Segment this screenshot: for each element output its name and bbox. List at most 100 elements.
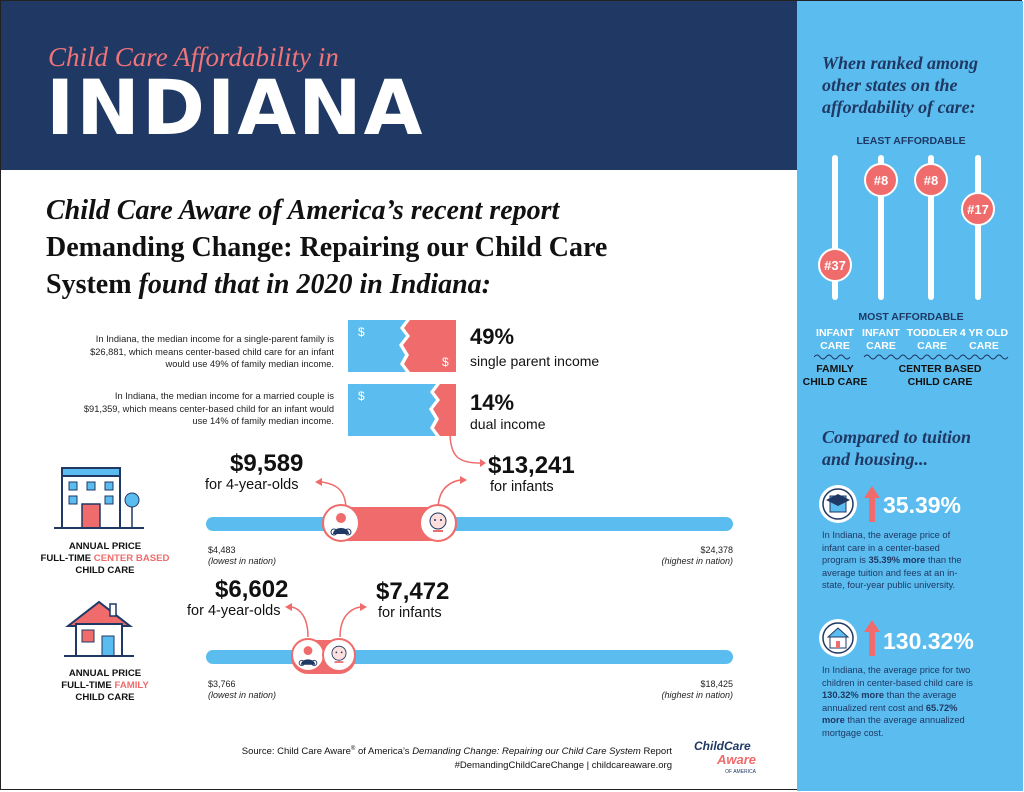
sidebar	[797, 1, 1023, 791]
rank-heading: When ranked among other states on the af…	[822, 53, 979, 117]
center-low-label: (lowest in nation)	[208, 556, 277, 566]
rank-label-line2: CARE	[917, 340, 947, 352]
report-line-3a: System	[46, 269, 132, 300]
center-range-track	[206, 517, 733, 531]
center-high: $24,378 (highest in nation)	[640, 545, 733, 567]
rank-stick	[975, 155, 981, 300]
family-low-label: (lowest in nation)	[208, 690, 277, 700]
housing-text-e: than the average annualized mortgage cos…	[822, 715, 965, 738]
tuition-text-a: In Indiana, the average price of infant …	[822, 530, 951, 565]
income-share-bars: $ $ $	[348, 320, 456, 436]
house-icon	[64, 600, 134, 657]
group-family-label: FAMILY CHILD CARE	[802, 363, 868, 389]
header-title: INDIANA	[46, 63, 425, 152]
family-range-track	[206, 650, 733, 664]
header-banner	[1, 1, 798, 170]
rank-label-center-toddler: TODDLER CARE	[904, 327, 960, 353]
center-label-infant: for infants	[490, 479, 554, 495]
tuition-text-c: than the average tuition and fees at an …	[822, 555, 962, 590]
rank-badge-family-infant: #37	[818, 248, 852, 282]
source-line2: #DemandingChildCareChange | childcareawa…	[454, 760, 672, 772]
house-small-icon	[819, 619, 857, 657]
logo-small: OF AMERICA	[725, 769, 756, 775]
rank-label-line2: CARE	[969, 340, 999, 352]
rank-label-line2: CARE	[820, 340, 850, 352]
center-price-4yr: $9,589	[230, 450, 304, 477]
center-high-value: $24,378	[700, 545, 733, 555]
source-line1d: Report	[640, 746, 672, 758]
childcare-aware-logo: ChildCare Aware OF AMERICA	[694, 740, 760, 779]
family-caption-line2b: FAMILY	[114, 680, 149, 691]
group-center-label: CENTER BASED CHILD CARE	[880, 363, 1000, 389]
center-label-4yr: for 4-year-olds	[205, 477, 299, 493]
center-caption-line1: ANNUAL PRICE	[68, 541, 142, 552]
wavy-divider	[814, 354, 1009, 360]
child-4yr-icon	[322, 504, 361, 542]
group-family-line1: FAMILY	[816, 363, 854, 375]
rank-label-center-infant: INFANT CARE	[858, 327, 904, 353]
tuition-text: In Indiana, the average price of infant …	[822, 529, 972, 592]
compare-heading: Compared to tuition and housing...	[822, 427, 972, 469]
rank-stick	[928, 155, 934, 300]
single-income-note: In Indiana, the median income for a sing…	[90, 334, 334, 369]
single-income-label: single parent income	[470, 353, 600, 369]
single-income-bar	[348, 320, 456, 372]
graduation-icon	[819, 485, 857, 523]
infant-icon	[322, 638, 357, 672]
family-label-infant: for infants	[378, 605, 442, 621]
group-center-line2: CHILD CARE	[907, 376, 973, 388]
rank-stick	[878, 155, 884, 300]
housing-text-d: 65.72% more	[822, 702, 958, 726]
rank-label-line2: CARE	[866, 340, 896, 352]
center-caption-line2b: CENTER BASED	[93, 553, 170, 564]
family-caption-line1: ANNUAL PRICE	[68, 668, 142, 679]
dollar-icon: $	[358, 325, 365, 339]
housing-text: In Indiana, the average price for two ch…	[822, 664, 982, 739]
most-affordable-label: MOST AFFORDABLE	[858, 311, 964, 323]
center-high-label: (highest in nation)	[661, 556, 733, 566]
source-line1a: Source: Child Care Aware	[241, 746, 351, 758]
report-statement: Child Care Aware of America’s recent rep…	[46, 192, 646, 303]
center-caption: ANNUAL PRICE FULL-TIME CENTER BASED CHIL…	[30, 541, 180, 577]
rank-stick	[832, 155, 838, 300]
family-high-value: $18,425	[700, 679, 733, 689]
housing-pct: 130.32%	[883, 628, 974, 654]
report-line-1: Child Care Aware of America’s recent rep…	[46, 195, 560, 226]
family-caption-line2a: FULL-TIME	[61, 680, 115, 691]
family-high-label: (highest in nation)	[661, 690, 733, 700]
single-income-pct: 49%	[470, 324, 515, 349]
logo-bottom: Aware	[716, 752, 756, 767]
source-line1c: Demanding Change: Repairing our Child Ca…	[412, 746, 641, 758]
rank-badge-center-infant: #8	[864, 163, 898, 197]
family-caption: ANNUAL PRICE FULL-TIME FAMILY CHILD CARE	[30, 668, 180, 704]
least-affordable-label: LEAST AFFORDABLE	[856, 135, 966, 147]
center-low-value: $4,483	[208, 545, 236, 555]
source-line1b: of America’s	[355, 746, 413, 758]
dual-income-bar	[348, 384, 456, 436]
report-line-3b: found that in 2020 in Indiana:	[138, 269, 491, 300]
family-low: $3,766 (lowest in nation)	[208, 679, 276, 701]
child-4yr-icon	[290, 638, 325, 672]
rank-label-line1: INFANT	[862, 327, 900, 339]
family-label-4yr: for 4-year-olds	[187, 603, 281, 619]
group-family-line2: CHILD CARE	[802, 376, 868, 388]
center-low: $4,483 (lowest in nation)	[208, 545, 276, 567]
building-icon	[54, 467, 144, 529]
center-price-infant: $13,241	[488, 452, 575, 479]
dual-income-note: In Indiana, the median income for a marr…	[83, 391, 334, 426]
rank-label-line1: 4 YR OLD	[959, 327, 1009, 339]
connector-arrow	[449, 431, 486, 467]
logo-top: ChildCare	[694, 739, 751, 753]
header-subtitle: Child Care Affordability in	[48, 42, 339, 72]
tuition-pct: 35.39%	[883, 492, 962, 518]
family-high: $18,425 (highest in nation)	[640, 679, 733, 701]
family-arrows	[285, 603, 367, 638]
rank-label-center-4yr: 4 YR OLD CARE	[958, 327, 1010, 353]
up-arrow-icon	[864, 620, 880, 656]
up-arrow-icon	[864, 486, 880, 522]
dollar-icon: $	[358, 389, 365, 403]
family-caption-line3: CHILD CARE	[75, 692, 135, 703]
rank-label-line1: INFANT	[816, 327, 854, 339]
source-note: Source: Child Care Aware® of America’s D…	[180, 742, 672, 773]
housing-text-a: In Indiana, the average price for two ch…	[822, 665, 973, 688]
